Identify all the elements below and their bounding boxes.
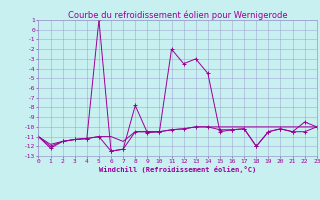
X-axis label: Windchill (Refroidissement éolien,°C): Windchill (Refroidissement éolien,°C): [99, 166, 256, 173]
Title: Courbe du refroidissement éolien pour Wernigerode: Courbe du refroidissement éolien pour We…: [68, 10, 287, 20]
